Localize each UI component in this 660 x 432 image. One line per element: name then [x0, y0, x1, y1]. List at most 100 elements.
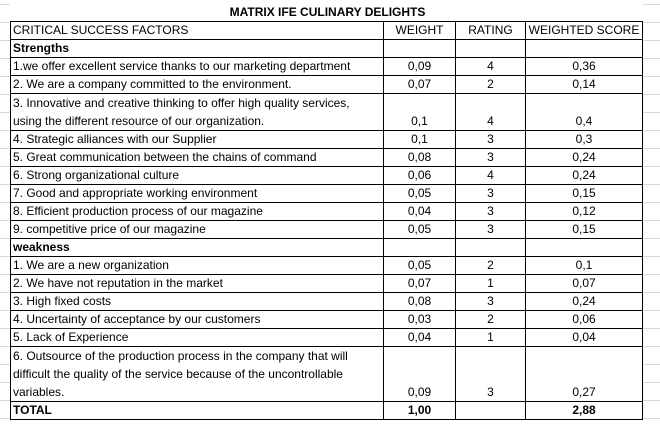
factor-line: 7. Good and appropriate working environm… [13, 186, 258, 200]
factor-cell[interactable]: 8. Efficient production process of our m… [10, 202, 384, 221]
rating-cell[interactable]: 3 [455, 148, 526, 167]
weight-cell[interactable]: 0,06 [383, 166, 456, 185]
total-label[interactable]: TOTAL [10, 401, 384, 420]
factor-cell[interactable]: 2. We are a company committed to the env… [10, 75, 384, 94]
section-row: Strengths [10, 39, 643, 58]
rating-cell[interactable]: 3 [455, 202, 526, 221]
factor-cell[interactable]: 4. Strategic alliances with our Supplier [10, 130, 384, 149]
factor-line: using the different resource of our orga… [13, 114, 265, 128]
rating-cell[interactable]: 1 [455, 328, 526, 347]
table-row: 6. Strong organizational culture 0,06 4 0,2… [10, 166, 643, 185]
weight-cell[interactable]: 0,05 [383, 220, 456, 239]
rating-cell[interactable]: 4 [455, 166, 526, 185]
total-score[interactable]: 2,88 [525, 401, 643, 420]
factor-cell[interactable]: 1. We are a new organization [10, 256, 384, 275]
score-cell[interactable]: 0,27 [525, 346, 643, 402]
section-label[interactable]: weakness [10, 238, 384, 257]
weight-cell[interactable]: 0,07 [383, 274, 456, 293]
factor-cell[interactable]: 5. Great communication between the chain… [10, 148, 384, 167]
score-cell[interactable]: 0,14 [525, 75, 643, 94]
factor-cell[interactable]: 6. Strong organizational culture [10, 166, 384, 185]
weight-cell[interactable]: 0,05 [383, 256, 456, 275]
empty-cell[interactable] [525, 238, 643, 257]
score-cell[interactable]: 0,15 [525, 220, 643, 239]
factor-line: 3. Innovative and creative thinking to o… [13, 96, 350, 110]
score-cell[interactable]: 0,36 [525, 57, 643, 76]
score-cell[interactable]: 0,24 [525, 292, 643, 311]
header-weight[interactable]: WEIGHT [383, 21, 456, 40]
factor-line: 6. Outsource of the production process i… [13, 349, 348, 363]
factor-line: 1. We are a new organization [13, 258, 169, 272]
factor-cell[interactable]: 9. competitive price of our magazine [10, 220, 384, 239]
rating-cell[interactable]: 4 [455, 57, 526, 76]
score-cell[interactable]: 0,1 [525, 256, 643, 275]
factor-cell[interactable]: 3. High fixed costs [10, 292, 384, 311]
factor-line: 9. competitive price of our magazine [13, 222, 206, 236]
rating-cell[interactable]: 2 [455, 256, 526, 275]
factor-line: 2. We are a company committed to the env… [13, 77, 292, 91]
total-row: TOTAL 1,00 2,88 [10, 401, 643, 420]
empty-cell[interactable] [525, 39, 643, 58]
rating-cell[interactable]: 2 [455, 310, 526, 329]
factor-cell[interactable]: 7. Good and appropriate working environm… [10, 184, 384, 203]
score-cell[interactable]: 0,24 [525, 166, 643, 185]
table-row: 1.we offer excellent service thanks to o… [10, 57, 643, 76]
header-factors[interactable]: CRITICAL SUCCESS FACTORS [10, 21, 384, 40]
empty-cell[interactable] [383, 39, 456, 58]
empty-cell[interactable] [455, 39, 526, 58]
weight-cell[interactable]: 0,07 [383, 75, 456, 94]
rating-cell[interactable]: 2 [455, 75, 526, 94]
rating-cell[interactable]: 3 [455, 220, 526, 239]
total-rating[interactable] [455, 401, 526, 420]
rating-cell[interactable]: 3 [455, 346, 526, 402]
factor-line: 4. Uncertainty of acceptance by our cust… [13, 312, 261, 326]
table-row: 8. Efficient production process of our m… [10, 202, 643, 221]
factor-cell[interactable]: 4. Uncertainty of acceptance by our cust… [10, 310, 384, 329]
score-cell[interactable]: 0,04 [525, 328, 643, 347]
rating-cell[interactable]: 3 [455, 184, 526, 203]
factor-cell[interactable]: 1.we offer excellent service thanks to o… [10, 57, 384, 76]
weight-cell[interactable]: 0,05 [383, 184, 456, 203]
weight-cell[interactable]: 0,08 [383, 292, 456, 311]
empty-cell[interactable] [383, 238, 456, 257]
rating-cell[interactable]: 3 [455, 130, 526, 149]
factor-cell[interactable]: 3. Innovative and creative thinking to o… [10, 93, 384, 131]
factor-cell[interactable]: 2. We have not reputation in the market [10, 274, 384, 293]
score-cell[interactable]: 0,06 [525, 310, 643, 329]
factor-line: difficult the quality of the service bec… [13, 367, 343, 381]
weight-cell[interactable]: 0,1 [383, 93, 456, 131]
score-cell[interactable]: 0,12 [525, 202, 643, 221]
weight-cell[interactable]: 0,04 [383, 328, 456, 347]
factor-line: 5. Great communication between the chain… [13, 150, 317, 164]
total-weight[interactable]: 1,00 [383, 401, 456, 420]
section-label[interactable]: Strengths [10, 39, 384, 58]
score-cell[interactable]: 0,15 [525, 184, 643, 203]
weight-cell[interactable]: 0,08 [383, 148, 456, 167]
header-rating[interactable]: RATING [455, 21, 526, 40]
weight-cell[interactable]: 0,09 [383, 346, 456, 402]
table-row: 5. Lack of Experience 0,04 1 0,04 [10, 328, 643, 347]
factor-line: 5. Lack of Experience [13, 330, 129, 344]
factor-cell[interactable]: 5. Lack of Experience [10, 328, 384, 347]
header-weighted-score[interactable]: WEIGHTED SCORE [525, 21, 643, 40]
factor-cell[interactable]: 6. Outsource of the production process i… [10, 346, 384, 402]
table-row: 2. We have not reputation in the market 0… [10, 274, 643, 293]
score-cell[interactable]: 0,24 [525, 148, 643, 167]
factor-line: 2. We have not reputation in the market [13, 276, 223, 290]
empty-cell[interactable] [455, 238, 526, 257]
score-cell[interactable]: 0,07 [525, 274, 643, 293]
weight-cell[interactable]: 0,09 [383, 57, 456, 76]
table-row: 1. We are a new organization 0,05 2 0,1 [10, 256, 643, 275]
rating-cell[interactable]: 1 [455, 274, 526, 293]
score-cell[interactable]: 0,4 [525, 93, 643, 131]
rating-cell[interactable]: 4 [455, 93, 526, 131]
weight-cell[interactable]: 0,03 [383, 310, 456, 329]
ife-matrix-table: MATRIX IFE CULINARY DELIGHTS CRITICAL SU… [10, 4, 643, 420]
weight-cell[interactable]: 0,1 [383, 130, 456, 149]
matrix-title[interactable]: MATRIX IFE CULINARY DELIGHTS [10, 4, 643, 22]
section-row: weakness [10, 238, 643, 257]
score-cell[interactable]: 0,3 [525, 130, 643, 149]
rating-cell[interactable]: 3 [455, 292, 526, 311]
weight-cell[interactable]: 0,04 [383, 202, 456, 221]
table-row: 9. competitive price of our magazine 0,05… [10, 220, 643, 239]
